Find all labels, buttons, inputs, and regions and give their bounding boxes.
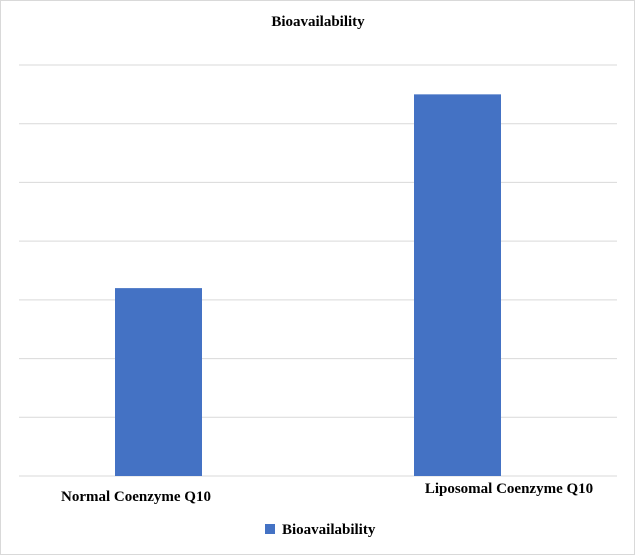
bar-normal-coenzyme-q10[interactable] <box>115 288 202 476</box>
category-label-normal: Normal Coenzyme Q10 <box>61 489 211 505</box>
bars <box>115 94 501 476</box>
category-label-liposomal: Liposomal Coenzyme Q10 <box>425 481 593 497</box>
category-labels: Normal Coenzyme Q10 Liposomal Coenzyme Q… <box>61 481 593 505</box>
gridlines <box>19 64 617 418</box>
legend[interactable]: Bioavailability <box>265 522 376 538</box>
legend-label: Bioavailability <box>282 522 376 538</box>
chart-title: Bioavailability <box>271 14 365 30</box>
legend-swatch <box>265 524 275 534</box>
bar-liposomal-coenzyme-q10[interactable] <box>414 94 501 476</box>
